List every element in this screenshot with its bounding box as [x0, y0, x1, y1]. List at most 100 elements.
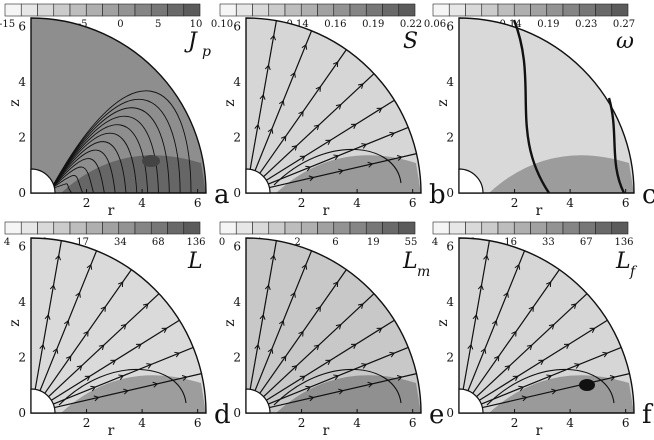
colorbar-swatch	[595, 3, 613, 17]
colorbar-tick-label: 0.14	[499, 19, 521, 30]
colorbar-swatch	[513, 3, 531, 17]
current-core	[142, 155, 160, 167]
central-object	[245, 388, 271, 414]
colorbar-tick-label: 17	[76, 237, 89, 248]
y-tick-label: 0	[446, 406, 454, 420]
plot-area: 2 4 6 0 2 4 6 r z	[435, 17, 635, 219]
equatorial-shading	[61, 375, 206, 413]
colorbar-tick-label: -15	[0, 19, 15, 30]
arrow-head	[350, 123, 357, 129]
x-axis-label: r	[536, 203, 543, 219]
arrow-head	[110, 359, 117, 365]
arrow-head	[480, 347, 487, 354]
x-tick-label: 2	[298, 196, 306, 210]
closed-field-line	[58, 368, 187, 406]
arrow-head	[563, 343, 570, 349]
colorbar-swatch	[562, 221, 580, 235]
arrow-head	[280, 355, 287, 362]
y-tick-label: 2	[233, 130, 241, 144]
colorbar-tick-label: 0.19	[537, 19, 559, 30]
arrow-head	[254, 343, 261, 350]
colorbar-swatch	[546, 3, 564, 17]
arrow-head	[472, 314, 479, 320]
arrow-head	[86, 263, 93, 270]
arrow-head	[518, 385, 525, 392]
arrow-head	[305, 385, 312, 392]
contour-line	[50, 158, 105, 194]
domain-quarter-disk	[30, 237, 207, 414]
plot-area: 2 4 6 0 2 4 6 r z	[222, 17, 422, 219]
colorbar-swatch	[118, 3, 136, 17]
colorbar-swatch	[235, 221, 253, 235]
arrow-head	[152, 381, 159, 388]
panel-letter: c	[642, 180, 654, 210]
arrow-head	[511, 330, 517, 337]
colorbar-swatch	[183, 221, 201, 235]
arrow-head	[333, 154, 340, 161]
central-object	[30, 168, 56, 194]
arrow-head	[49, 284, 56, 291]
contour-line	[50, 99, 181, 194]
colorbar-swatch	[20, 3, 38, 17]
arrow-head	[65, 355, 72, 362]
central-object	[30, 388, 56, 414]
colorbar-swatch	[562, 3, 580, 17]
arrow-head	[308, 395, 315, 402]
colorbar-swatch	[448, 221, 466, 235]
arrow-head	[305, 165, 312, 172]
arrow-head	[93, 395, 100, 402]
colorbar-tick-label: 19	[367, 237, 380, 248]
colorbar-swatch	[530, 3, 548, 17]
arrow-head	[301, 263, 308, 270]
arrow-head	[313, 344, 320, 351]
arrow-head	[602, 351, 609, 358]
y-tick-label: 4	[233, 75, 241, 89]
quantity-symbol: L	[187, 249, 203, 274]
closed-field-line	[273, 148, 402, 186]
colorbar-swatch	[268, 221, 286, 235]
y-tick-label: 0	[446, 186, 454, 200]
colorbar-swatch	[150, 221, 168, 235]
arrow-head	[290, 291, 296, 298]
arrow-head	[389, 351, 396, 358]
x-tick-label: 6	[409, 416, 417, 430]
arrow-head	[333, 374, 340, 381]
arrow-head	[278, 319, 285, 326]
colorbar-tick-label: 0.14	[286, 19, 308, 30]
contour-line	[50, 175, 84, 194]
domain-quarter-disk	[245, 17, 422, 194]
colorbar-swatch	[333, 221, 351, 235]
arrow-head	[545, 281, 552, 288]
arrow-head	[52, 347, 59, 354]
arrow-head	[396, 155, 403, 161]
colorbar-swatch	[317, 3, 335, 17]
x-axis-label: r	[108, 203, 115, 219]
x-tick-label: 4	[566, 416, 574, 430]
arrow-head	[146, 363, 153, 369]
arrow-head	[301, 43, 308, 50]
arrow-head	[491, 319, 498, 326]
arrow-head	[483, 254, 490, 261]
panel-letter: e	[429, 400, 444, 430]
colorbar-tick-label: 16	[504, 237, 517, 248]
arrow-head	[548, 323, 555, 330]
arrow-head	[570, 303, 577, 309]
arrow-head	[315, 305, 321, 312]
arrow-head	[98, 344, 105, 351]
colorbar-swatch	[235, 3, 253, 17]
arrow-head	[299, 155, 306, 161]
colorbar-tick-label: 0	[219, 237, 225, 248]
colorbar-swatch	[481, 221, 499, 235]
arrow-head	[538, 359, 545, 365]
y-axis-label: z	[435, 99, 451, 106]
colorbar-swatch	[365, 3, 383, 17]
colorbar-swatch	[102, 3, 120, 17]
y-tick-label: 2	[18, 350, 26, 364]
x-tick-label: 4	[353, 196, 361, 210]
colorbar: 0.100.120.140.160.190.22	[211, 3, 422, 30]
x-axis-label: r	[108, 423, 115, 439]
x-tick-label: 2	[83, 416, 91, 430]
colorbar-swatch	[284, 3, 302, 17]
x-axis-label: r	[536, 423, 543, 439]
